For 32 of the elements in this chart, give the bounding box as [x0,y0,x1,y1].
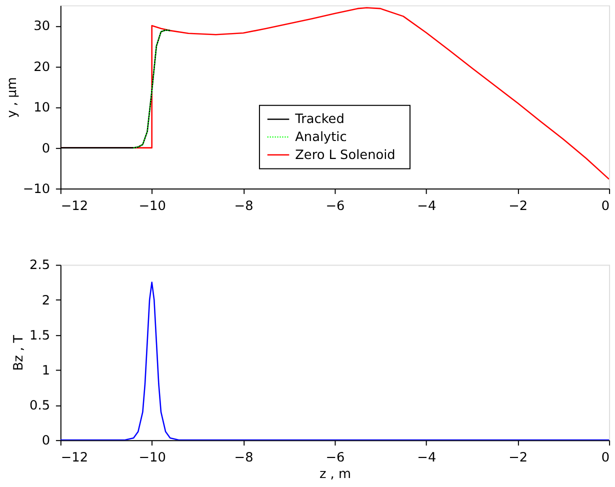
legend-label: Analytic [295,130,347,145]
y-tick-label: 30 [34,19,50,34]
x-tick-label: −4 [417,450,436,466]
y-tick-label: 0 [42,434,50,449]
x-tick-label: −2 [508,450,528,466]
legend-label: Zero L Solenoid [295,148,396,163]
y-tick-label: 0.5 [30,398,50,414]
y-axis-title: y , μm [4,77,20,118]
y-tick-label: −10 [22,182,50,197]
x-tick-label: −10 [138,450,166,466]
x-tick-label: −6 [326,198,345,214]
y-tick-label: 20 [34,60,50,75]
x-axis-title: z , m [319,467,352,482]
y-tick-label: 10 [34,100,50,116]
x-tick-label: −12 [60,450,88,466]
y-tick-label: 0 [42,141,50,156]
line-series [132,30,171,148]
x-tick-label: −6 [326,450,345,466]
y-tick-label: 1.5 [30,328,50,344]
x-tick-label: −8 [234,198,254,214]
y-tick-label: 2 [42,293,50,308]
y-axis-title: Bz , T [12,334,27,371]
x-tick-label: 0 [601,450,610,466]
x-tick-label: −2 [508,198,528,214]
x-tick-label: −12 [60,198,88,214]
legend-label: Tracked [294,112,344,128]
x-tick-label: −8 [234,450,254,466]
y-tick-label: 1 [42,363,50,378]
x-tick-label: 0 [601,198,610,214]
x-tick-label: −4 [417,198,436,214]
y-tick-label: 2.5 [30,258,50,274]
x-tick-label: −10 [138,198,166,214]
